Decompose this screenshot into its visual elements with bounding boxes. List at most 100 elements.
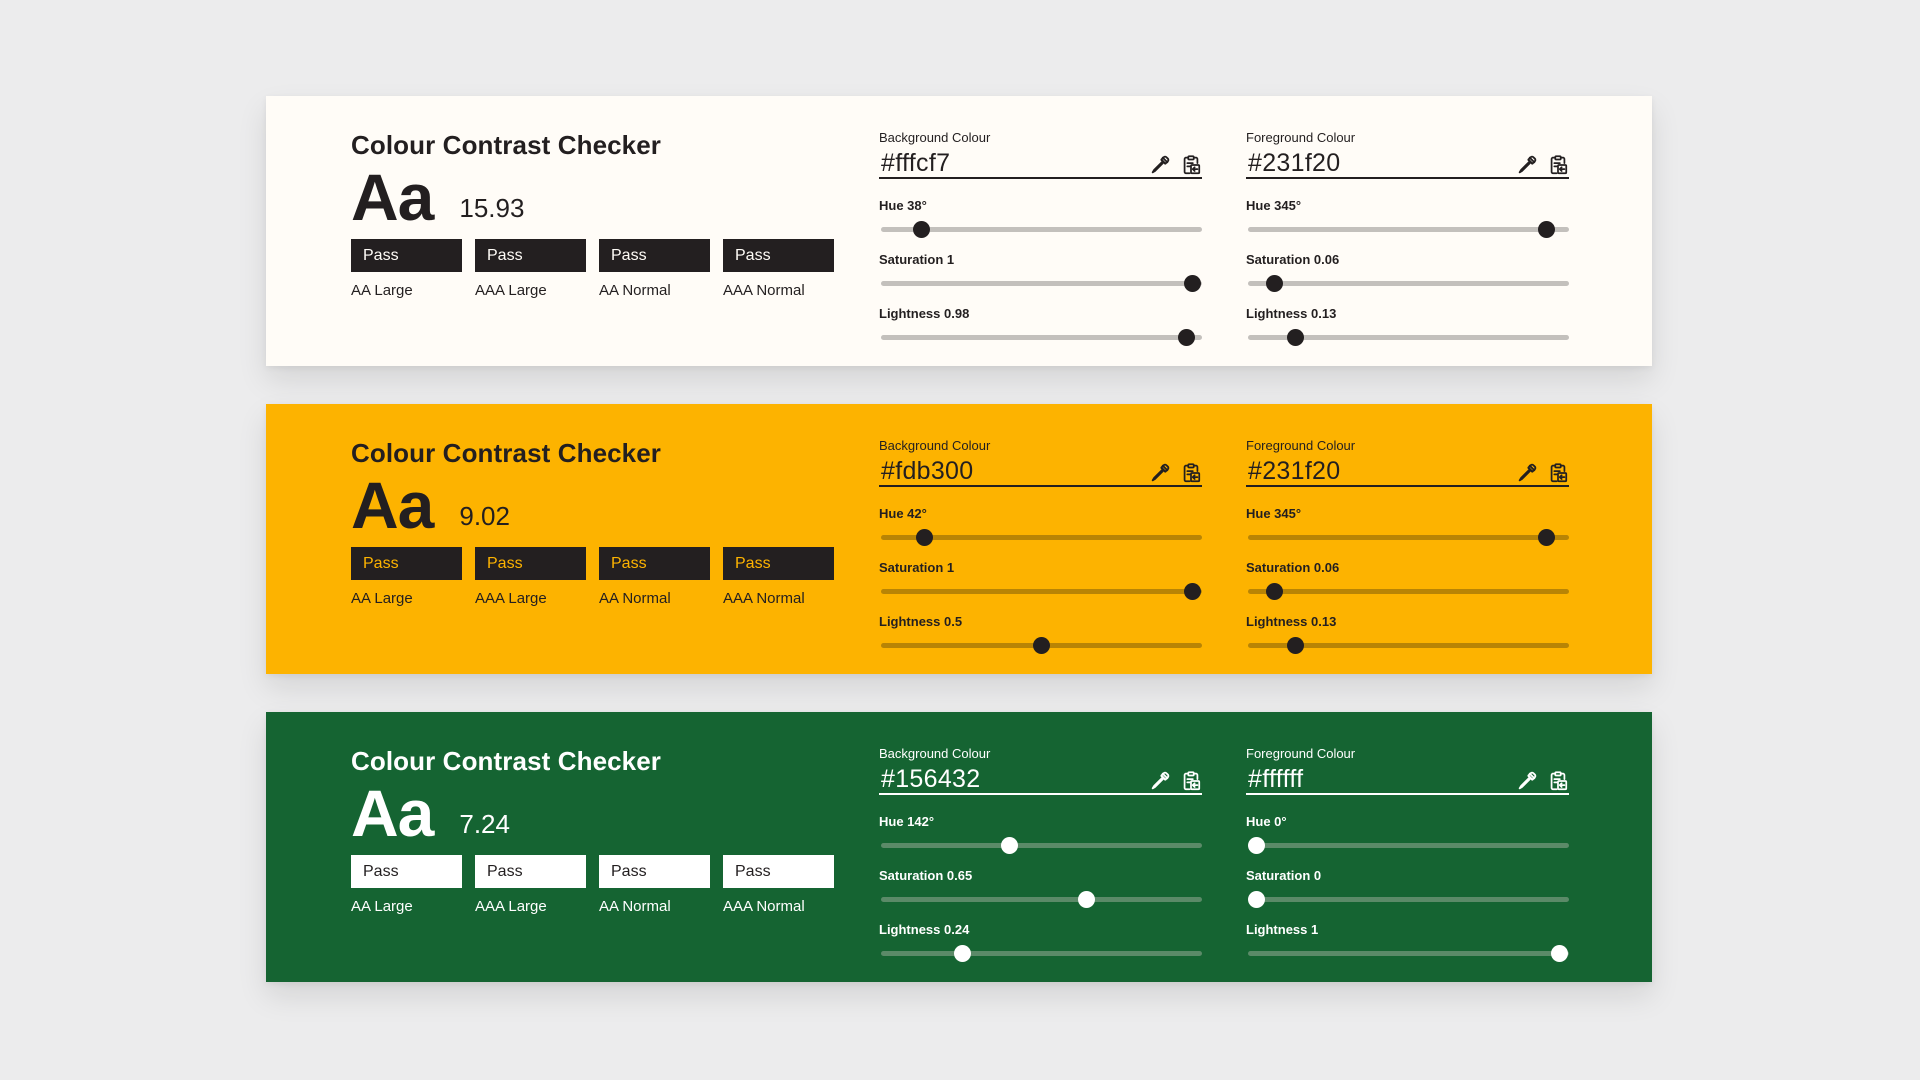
wcag-result-aaa-large: Pass AAA Large <box>475 547 586 607</box>
sample-text: Aa <box>351 468 434 542</box>
background-lightness-track[interactable] <box>879 636 1202 654</box>
foreground-lightness-label: Lightness 0.13 <box>1246 614 1337 629</box>
contrast-summary: Colour Contrast Checker Aa 7.24 Pass AA … <box>351 746 841 915</box>
foreground-lightness-track[interactable] <box>1246 944 1569 962</box>
foreground-hue-track[interactable] <box>1246 220 1569 238</box>
background-lightness-track[interactable] <box>879 328 1202 346</box>
background-hex-field[interactable]: #156432 <box>879 764 1202 795</box>
status-badge: Pass <box>351 547 462 580</box>
foreground-saturation-label: Saturation 0 <box>1246 868 1322 883</box>
foreground-hex-field[interactable]: #ffffff <box>1246 764 1569 795</box>
foreground-hex-actions <box>1516 462 1569 484</box>
foreground-lightness-slider: Lightness 0.13 <box>1246 614 1569 654</box>
foreground-hex-field[interactable]: #231f20 <box>1246 148 1569 179</box>
background-saturation-thumb[interactable] <box>1184 583 1201 600</box>
background-saturation-label: Saturation 1 <box>879 252 955 267</box>
wcag-level-label: AA Large <box>351 282 413 299</box>
wcag-level-label: AAA Large <box>475 282 547 299</box>
wcag-level-label: AAA Large <box>475 898 547 915</box>
foreground-hex-value[interactable]: #231f20 <box>1248 457 1341 485</box>
eyedropper-icon[interactable] <box>1149 154 1171 176</box>
foreground-hex-value[interactable]: #231f20 <box>1248 149 1341 177</box>
background-hex-value[interactable]: #156432 <box>881 765 981 793</box>
clipboard-paste-icon[interactable] <box>1547 154 1569 176</box>
foreground-hue-thumb[interactable] <box>1538 529 1556 546</box>
background-saturation-thumb[interactable] <box>1184 275 1201 292</box>
sample-row: Aa 9.02 <box>351 468 841 542</box>
foreground-lightness-thumb[interactable] <box>1551 945 1568 962</box>
status-badge: Pass <box>723 547 834 580</box>
clipboard-paste-icon[interactable] <box>1547 462 1569 484</box>
background-saturation-track[interactable] <box>879 274 1202 292</box>
background-hue-track[interactable] <box>879 220 1202 238</box>
foreground-lightness-track[interactable] <box>1246 636 1569 654</box>
background-hex-actions <box>1149 770 1202 792</box>
eyedropper-icon[interactable] <box>1516 154 1538 176</box>
background-lightness-track[interactable] <box>879 944 1202 962</box>
foreground-hue-thumb[interactable] <box>1538 221 1556 238</box>
status-badge: Pass <box>723 855 834 888</box>
foreground-lightness-track[interactable] <box>1246 328 1569 346</box>
foreground-saturation-track[interactable] <box>1246 582 1569 600</box>
foreground-lightness-slider: Lightness 0.13 <box>1246 306 1569 346</box>
background-hue-slider: Hue 142° <box>879 814 1202 854</box>
background-hex-value[interactable]: #fdb300 <box>881 457 974 485</box>
background-saturation-thumb[interactable] <box>1077 891 1095 908</box>
background-saturation-track[interactable] <box>879 582 1202 600</box>
foreground-lightness-thumb[interactable] <box>1287 637 1305 654</box>
foreground-saturation-track[interactable] <box>1246 890 1569 908</box>
background-hex-field[interactable]: #fffcf7 <box>879 148 1202 179</box>
contrast-summary: Colour Contrast Checker Aa 15.93 Pass AA… <box>351 130 841 299</box>
foreground-saturation-thumb[interactable] <box>1248 891 1265 908</box>
clipboard-paste-icon[interactable] <box>1180 462 1202 484</box>
foreground-hex-value[interactable]: #ffffff <box>1248 765 1304 793</box>
status-badge: Pass <box>351 239 462 272</box>
eyedropper-icon[interactable] <box>1516 770 1538 792</box>
foreground-hue-track[interactable] <box>1246 836 1569 854</box>
background-saturation-track[interactable] <box>879 890 1202 908</box>
clipboard-paste-icon[interactable] <box>1180 770 1202 792</box>
foreground-hue-thumb[interactable] <box>1248 837 1265 854</box>
status-badge: Pass <box>723 239 834 272</box>
background-lightness-slider: Lightness 0.98 <box>879 306 1202 346</box>
foreground-hex-field[interactable]: #231f20 <box>1246 456 1569 487</box>
background-lightness-thumb[interactable] <box>1032 637 1050 654</box>
background-hue-track[interactable] <box>879 528 1202 546</box>
background-lightness-thumb[interactable] <box>1177 329 1195 346</box>
foreground-hue-slider: Hue 0° <box>1246 814 1569 854</box>
background-hex-value[interactable]: #fffcf7 <box>881 149 951 177</box>
background-hue-track[interactable] <box>879 836 1202 854</box>
foreground-lightness-label: Lightness 1 <box>1246 922 1319 937</box>
background-hue-thumb[interactable] <box>916 529 934 546</box>
wcag-result-aaa-normal: Pass AAA Normal <box>723 239 834 299</box>
foreground-hex-actions <box>1516 770 1569 792</box>
eyedropper-icon[interactable] <box>1516 462 1538 484</box>
wcag-result-aaa-normal: Pass AAA Normal <box>723 547 834 607</box>
foreground-saturation-thumb[interactable] <box>1266 583 1284 600</box>
eyedropper-icon[interactable] <box>1149 770 1171 792</box>
background-hue-thumb[interactable] <box>912 221 930 238</box>
background-hex-actions <box>1149 154 1202 176</box>
eyedropper-icon[interactable] <box>1149 462 1171 484</box>
status-badge: Pass <box>599 239 710 272</box>
foreground-saturation-label: Saturation 0.06 <box>1246 560 1340 575</box>
foreground-saturation-slider: Saturation 0 <box>1246 868 1569 908</box>
foreground-hue-slider: Hue 345° <box>1246 198 1569 238</box>
foreground-saturation-label: Saturation 0.06 <box>1246 252 1340 267</box>
foreground-hue-track[interactable] <box>1246 528 1569 546</box>
background-hue-thumb[interactable] <box>1000 837 1018 854</box>
wcag-level-label: AA Normal <box>599 898 671 915</box>
wcag-result-aa-large: Pass AA Large <box>351 547 462 607</box>
background-hue-label: Hue 142° <box>879 814 935 829</box>
foreground-saturation-track[interactable] <box>1246 274 1569 292</box>
background-hex-field[interactable]: #fdb300 <box>879 456 1202 487</box>
foreground-saturation-thumb[interactable] <box>1266 275 1284 292</box>
contrast-ratio: 15.93 <box>459 193 525 223</box>
clipboard-paste-icon[interactable] <box>1547 770 1569 792</box>
background-colour-controls: Background Colour #fffcf7 <box>879 130 1202 346</box>
app-title: Colour Contrast Checker <box>351 746 662 776</box>
clipboard-paste-icon[interactable] <box>1180 154 1202 176</box>
background-lightness-thumb[interactable] <box>953 945 971 962</box>
foreground-lightness-thumb[interactable] <box>1287 329 1305 346</box>
app-title: Colour Contrast Checker <box>351 438 662 468</box>
